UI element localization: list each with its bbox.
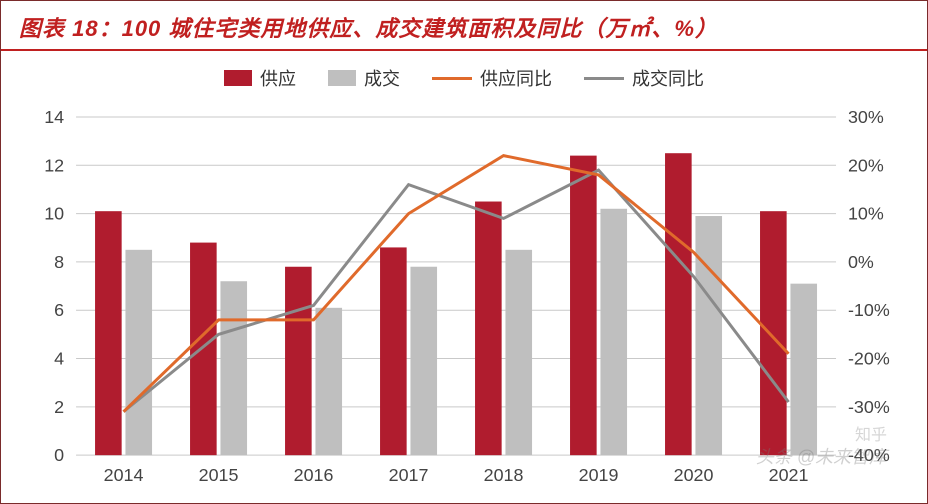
- svg-text:2014: 2014: [104, 465, 144, 485]
- legend-supply: 供应: [224, 65, 296, 91]
- svg-text:0%: 0%: [848, 252, 874, 272]
- bar-deal: [220, 281, 247, 455]
- legend-swatch-supply-yoy: [432, 77, 472, 80]
- svg-text:2018: 2018: [484, 465, 524, 485]
- chart-svg: 02468101214-40%-30%-20%-10%0%10%20%30%20…: [19, 111, 909, 489]
- svg-text:4: 4: [54, 349, 64, 369]
- bar-supply: [285, 267, 312, 455]
- legend-label-supply: 供应: [260, 65, 296, 91]
- chart-frame: 图表 18：100 城住宅类用地供应、成交建筑面积及同比（万㎡、%） 供应 成交…: [0, 0, 928, 504]
- legend-label-deal-yoy: 成交同比: [632, 65, 704, 91]
- bar-supply: [760, 211, 787, 455]
- svg-text:-30%: -30%: [848, 397, 890, 417]
- svg-text:2020: 2020: [674, 465, 714, 485]
- title-bar: 图表 18：100 城住宅类用地供应、成交建筑面积及同比（万㎡、%）: [1, 1, 927, 51]
- svg-text:14: 14: [44, 107, 64, 127]
- bar-supply: [570, 156, 597, 456]
- legend-deal-yoy: 成交同比: [584, 65, 704, 91]
- bar-supply: [475, 202, 502, 456]
- svg-text:20%: 20%: [848, 155, 884, 175]
- chart-title: 图表 18：100 城住宅类用地供应、成交建筑面积及同比（万㎡、%）: [19, 16, 718, 41]
- bar-supply: [665, 153, 692, 455]
- svg-text:2019: 2019: [579, 465, 619, 485]
- bar-deal: [315, 308, 342, 455]
- svg-text:-10%: -10%: [848, 300, 890, 320]
- svg-text:6: 6: [54, 300, 64, 320]
- bar-deal: [125, 250, 152, 455]
- legend-supply-yoy: 供应同比: [432, 65, 552, 91]
- svg-text:-40%: -40%: [848, 445, 890, 465]
- svg-text:10%: 10%: [848, 204, 884, 224]
- legend-label-deal: 成交: [364, 65, 400, 91]
- svg-text:2017: 2017: [389, 465, 429, 485]
- bar-deal: [790, 284, 817, 456]
- legend-swatch-supply: [224, 70, 252, 86]
- svg-text:12: 12: [44, 155, 64, 175]
- bar-deal: [505, 250, 532, 455]
- svg-text:0: 0: [54, 445, 64, 465]
- svg-text:30%: 30%: [848, 107, 884, 127]
- bar-supply: [190, 243, 217, 456]
- bar-deal: [695, 216, 722, 455]
- chart-area: 02468101214-40%-30%-20%-10%0%10%20%30%20…: [19, 111, 909, 489]
- svg-text:2016: 2016: [294, 465, 334, 485]
- svg-text:10: 10: [44, 204, 64, 224]
- legend: 供应 成交 供应同比 成交同比: [1, 65, 927, 91]
- bar-deal: [410, 267, 437, 455]
- bar-supply: [380, 247, 407, 455]
- legend-deal: 成交: [328, 65, 400, 91]
- bar-deal: [600, 209, 627, 455]
- svg-text:8: 8: [54, 252, 64, 272]
- legend-label-supply-yoy: 供应同比: [480, 65, 552, 91]
- svg-text:2021: 2021: [769, 465, 809, 485]
- svg-text:2015: 2015: [199, 465, 239, 485]
- legend-swatch-deal-yoy: [584, 77, 624, 80]
- bar-supply: [95, 211, 122, 455]
- svg-text:-20%: -20%: [848, 349, 890, 369]
- svg-text:2: 2: [54, 397, 64, 417]
- legend-swatch-deal: [328, 70, 356, 86]
